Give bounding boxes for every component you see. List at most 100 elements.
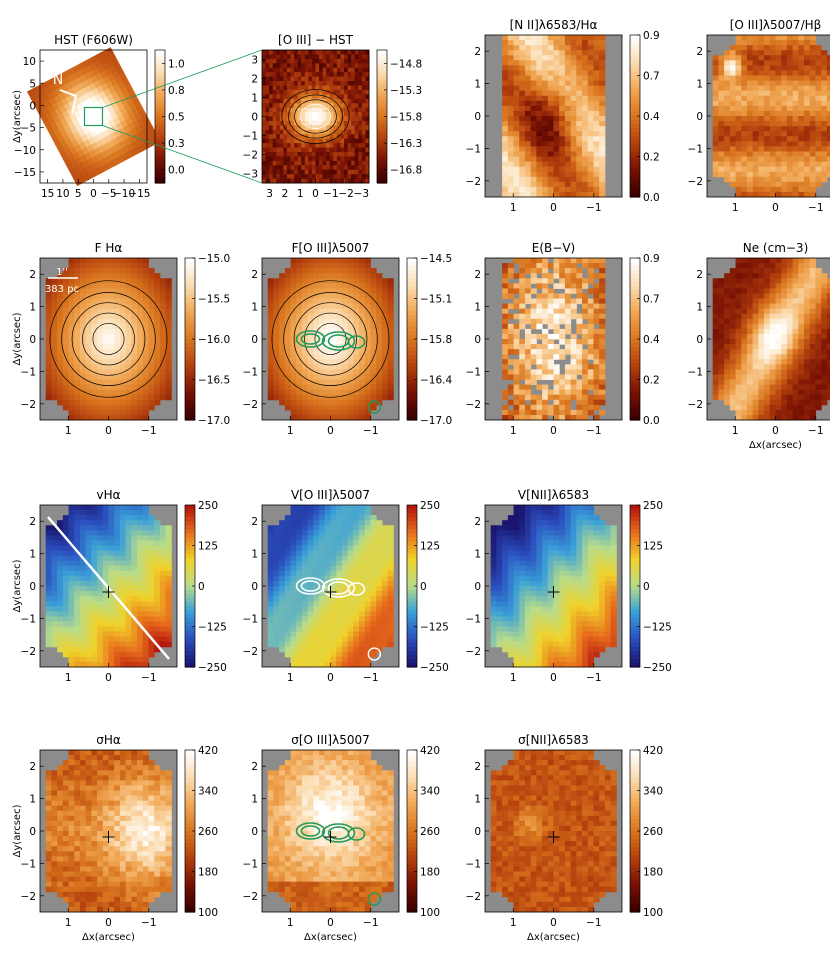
pixel (729, 328, 737, 335)
pixel (290, 359, 297, 365)
pixel (513, 384, 520, 391)
pixel (301, 89, 306, 95)
pixel (570, 303, 577, 310)
pixel (741, 339, 748, 345)
pixel (290, 344, 297, 350)
pixel (792, 116, 799, 122)
colorbar-segment (155, 53, 165, 58)
pixel (97, 394, 104, 401)
pixel (329, 143, 334, 149)
pixel (735, 151, 742, 157)
pixel (775, 45, 782, 51)
pixel (376, 308, 383, 315)
pixel (272, 151, 277, 157)
pixel (502, 191, 509, 198)
pixel (815, 161, 822, 168)
pixel (311, 134, 316, 140)
pixel (359, 323, 366, 330)
pixel (735, 105, 742, 112)
pixel (301, 156, 306, 162)
colorbar-segment (377, 83, 387, 88)
pixel (57, 384, 64, 391)
pixel (576, 75, 583, 82)
colorbar-segment (155, 156, 165, 161)
pixel (769, 151, 776, 157)
pixel (553, 404, 560, 411)
pixel (272, 120, 277, 126)
pixel (746, 116, 754, 122)
pixel (712, 303, 719, 310)
pixel (735, 308, 742, 315)
colorbar-segment (407, 351, 417, 356)
pixel (553, 161, 560, 168)
pixel (524, 339, 532, 345)
pixel (329, 138, 334, 144)
pixel (304, 54, 309, 60)
colorbar-segment (630, 262, 640, 267)
pixel (364, 414, 371, 421)
pixel (51, 344, 58, 350)
pixel (125, 379, 132, 386)
pixel (513, 35, 520, 41)
pixel (547, 75, 554, 82)
colorbar-segment (630, 339, 640, 344)
pixel (322, 85, 327, 91)
pixel (91, 258, 98, 264)
pixel (347, 134, 352, 140)
pixel (507, 116, 515, 122)
pixel (296, 313, 303, 320)
pixel (781, 50, 788, 56)
pixel (148, 278, 155, 284)
pixel (119, 278, 127, 284)
pixel (741, 95, 748, 102)
pixel (524, 384, 532, 391)
pixel (735, 191, 742, 198)
pixel (165, 308, 172, 315)
colorbar-tick-label: 1.0 (168, 58, 185, 70)
pixel (315, 50, 320, 55)
pixel (262, 143, 267, 149)
pixel (524, 50, 532, 56)
pixel (712, 95, 719, 102)
pixel (85, 303, 92, 310)
pixel (513, 85, 520, 92)
pixel (57, 389, 64, 396)
pixel (553, 45, 560, 51)
pixel (582, 50, 589, 56)
pixel (269, 63, 274, 69)
pixel (513, 364, 520, 370)
pixel (297, 156, 302, 162)
pixel (547, 95, 554, 102)
pixel (553, 414, 560, 421)
pixel (324, 354, 331, 360)
pixel (381, 389, 389, 396)
pixel (587, 166, 594, 173)
pixel (361, 76, 366, 82)
pixel (536, 278, 543, 284)
pixel (85, 298, 92, 305)
pixel (85, 409, 92, 416)
pixel (712, 394, 719, 401)
pixel (341, 258, 349, 264)
pixel (340, 151, 345, 157)
pixel (764, 50, 771, 56)
pixel (358, 178, 363, 184)
north-arrow (59, 89, 78, 115)
pixel (79, 308, 87, 315)
pixel (102, 374, 109, 380)
pixel (51, 339, 58, 345)
pixel (142, 288, 149, 294)
pixel (119, 384, 127, 391)
pixel (513, 110, 520, 117)
pixel (119, 399, 127, 406)
pixel (798, 161, 805, 168)
pixel (313, 414, 320, 421)
pixel (294, 134, 299, 140)
pixel (775, 116, 782, 122)
pixel (746, 409, 754, 416)
pixel (324, 409, 331, 416)
pixel (308, 120, 313, 126)
pixel (729, 318, 737, 325)
pixel (326, 94, 331, 100)
pixel (336, 129, 341, 135)
